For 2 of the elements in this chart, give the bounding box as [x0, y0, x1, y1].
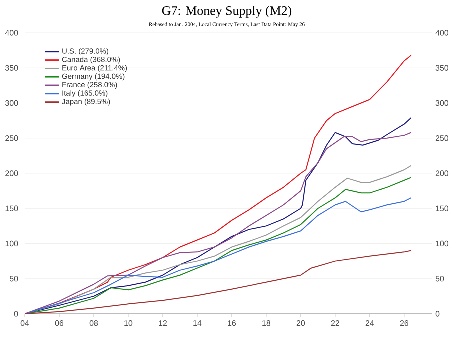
chart-title: G7: Money Supply (M2) [162, 6, 292, 18]
line-series [25, 250, 412, 314]
